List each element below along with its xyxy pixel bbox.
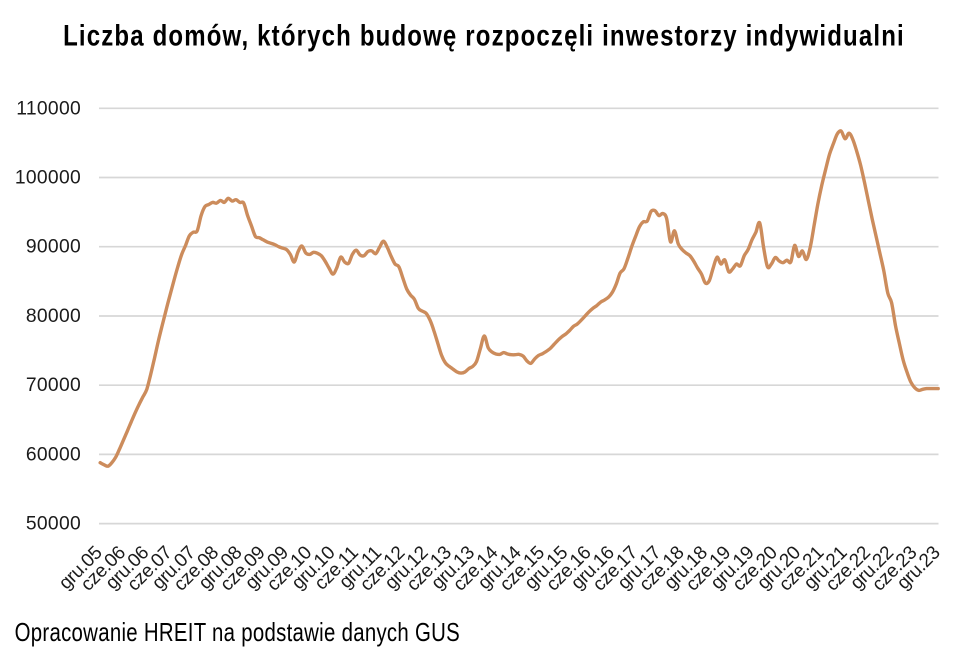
svg-text:70000: 70000 bbox=[26, 375, 81, 396]
svg-text:100000: 100000 bbox=[15, 168, 81, 189]
svg-text:60000: 60000 bbox=[26, 444, 81, 465]
svg-text:110000: 110000 bbox=[16, 98, 81, 119]
svg-text:90000: 90000 bbox=[26, 237, 81, 258]
svg-text:Opracowanie HREIT na podstawie: Opracowanie HREIT na podstawie danych GU… bbox=[15, 618, 460, 647]
svg-text:50000: 50000 bbox=[26, 514, 81, 535]
svg-text:80000: 80000 bbox=[26, 306, 81, 327]
svg-text:Liczba domów, których budowę r: Liczba domów, których budowę rozpoczęli … bbox=[63, 19, 905, 52]
